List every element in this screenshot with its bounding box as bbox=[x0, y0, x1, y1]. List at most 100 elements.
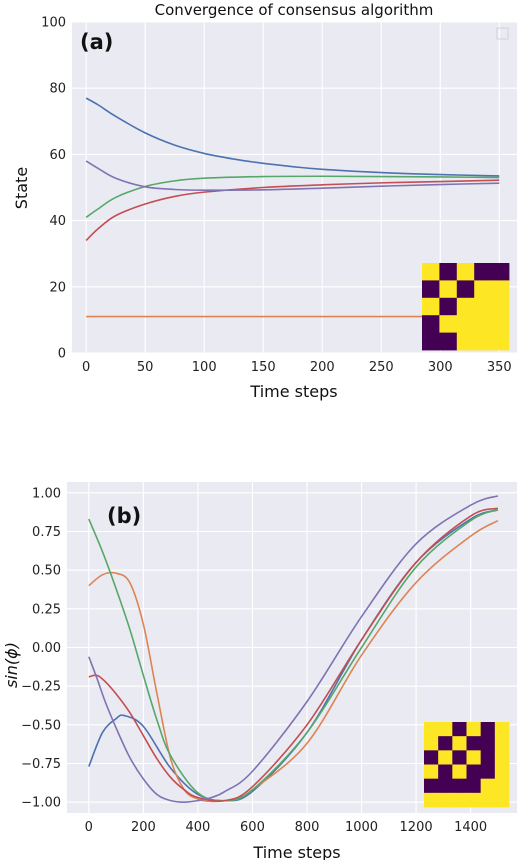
inset-cell bbox=[438, 736, 453, 751]
inset-cell bbox=[466, 736, 482, 751]
y-tick-label: 0.00 bbox=[32, 641, 61, 656]
inset-matrix-a bbox=[422, 263, 510, 351]
series-line-4 bbox=[85, 179, 500, 242]
inset-cell bbox=[452, 792, 467, 808]
inset-cell bbox=[480, 764, 496, 780]
inset-cell bbox=[480, 750, 496, 765]
x-tick-label: 350 bbox=[487, 360, 512, 375]
x-tick-label: 100 bbox=[192, 360, 217, 375]
inset-cell bbox=[439, 315, 458, 333]
inset-cell bbox=[424, 736, 439, 751]
inset-cell bbox=[480, 778, 496, 794]
panel-b: (b) 1.00 0.75 0.50 0.25 0.00 −0.25 −0.50 −0.75 −… bbox=[2, 482, 517, 860]
x-tick-label: 150 bbox=[251, 360, 276, 375]
panel-a: Convergence of consensus algorithm (a) 0… bbox=[12, 1, 517, 401]
x-tick-label: 0 bbox=[85, 820, 93, 835]
y-tick-label: 0.25 bbox=[32, 602, 61, 617]
y-tick-label: 100 bbox=[41, 16, 66, 31]
inset-cell bbox=[438, 750, 453, 765]
x-ticks-b: 0 200 400 600 800 1000 1200 1400 bbox=[85, 820, 488, 835]
y-tick-label: −1.00 bbox=[21, 796, 61, 811]
inset-cell bbox=[474, 297, 492, 316]
y-tick-label: −0.75 bbox=[21, 757, 61, 772]
x-axis-label-b: Time steps bbox=[252, 843, 340, 860]
inset-cell bbox=[422, 263, 440, 281]
x-tick-label: 1400 bbox=[454, 820, 487, 835]
inset-cell bbox=[491, 263, 510, 281]
inset-cell bbox=[424, 792, 439, 808]
x-tick-label: 200 bbox=[310, 360, 335, 375]
inset-cell bbox=[491, 297, 510, 316]
inset-cell bbox=[438, 722, 453, 737]
inset-cell bbox=[474, 315, 492, 333]
inset-cell bbox=[456, 263, 475, 281]
y-tick-label: 20 bbox=[49, 280, 66, 295]
series-line-5 bbox=[85, 160, 500, 191]
series-line-4 bbox=[88, 507, 499, 802]
inset-cell bbox=[422, 315, 440, 333]
inset-matrix-b bbox=[424, 722, 510, 808]
x-tick-label: 400 bbox=[185, 820, 210, 835]
panel-label-a: (a) bbox=[80, 30, 113, 54]
inset-cell bbox=[474, 280, 492, 299]
inset-cell bbox=[452, 736, 467, 751]
empty-legend-box bbox=[496, 27, 509, 40]
series-b bbox=[88, 495, 499, 803]
inset-cell bbox=[494, 764, 510, 780]
inset-cell bbox=[494, 792, 510, 808]
y-tick-label: 0 bbox=[58, 347, 66, 362]
inset-cell bbox=[466, 750, 482, 765]
inset-cell bbox=[456, 332, 475, 351]
inset-cell bbox=[491, 332, 510, 351]
y-tick-label: 0.75 bbox=[32, 525, 61, 540]
inset-cell bbox=[422, 297, 440, 316]
series-line-5 bbox=[88, 495, 499, 803]
y-tick-label: 40 bbox=[49, 214, 66, 229]
inset-cell bbox=[424, 722, 439, 737]
inset-cell bbox=[424, 764, 439, 780]
inset-cell bbox=[480, 736, 496, 751]
inset-cell bbox=[491, 280, 510, 299]
inset-cell bbox=[456, 280, 475, 299]
y-tick-label: 1.00 bbox=[32, 486, 61, 501]
y-tick-label: −0.25 bbox=[21, 680, 61, 695]
series-line-1 bbox=[85, 97, 500, 177]
chart-title-a: Convergence of consensus algorithm bbox=[155, 1, 434, 19]
inset-cell bbox=[452, 764, 467, 780]
inset-cell bbox=[494, 750, 510, 765]
inset-cell bbox=[452, 778, 467, 794]
inset-cell bbox=[439, 280, 458, 299]
series-line-3 bbox=[88, 509, 499, 802]
inset-cell bbox=[439, 332, 458, 351]
inset-cell bbox=[439, 297, 458, 316]
x-tick-label: 0 bbox=[82, 360, 90, 375]
x-tick-label: 1200 bbox=[400, 820, 433, 835]
inset-cell bbox=[422, 332, 440, 351]
inset-cell bbox=[456, 315, 475, 333]
inset-cell bbox=[474, 263, 492, 281]
inset-cell bbox=[456, 297, 475, 316]
y-tick-label: 80 bbox=[49, 82, 66, 97]
x-tick-label: 250 bbox=[369, 360, 394, 375]
x-tick-label: 1000 bbox=[345, 820, 378, 835]
x-tick-label: 600 bbox=[240, 820, 265, 835]
series-line-2 bbox=[88, 519, 499, 803]
y-tick-label: −0.50 bbox=[21, 718, 61, 733]
inset-cell bbox=[494, 778, 510, 794]
inset-cell bbox=[452, 722, 467, 737]
inset-cell bbox=[422, 280, 440, 299]
inset-cell bbox=[494, 722, 510, 737]
x-ticks-a: 0 50 100 150 200 250 300 350 bbox=[82, 360, 512, 375]
inset-cell bbox=[438, 764, 453, 780]
x-tick-label: 800 bbox=[295, 820, 320, 835]
panel-label-b: (b) bbox=[107, 504, 141, 528]
inset-cell bbox=[466, 764, 482, 780]
inset-cell bbox=[480, 722, 496, 737]
x-axis-label-a: Time steps bbox=[249, 382, 337, 401]
y-tick-label: 0.50 bbox=[32, 564, 61, 579]
inset-cell bbox=[452, 750, 467, 765]
inset-cell bbox=[491, 315, 510, 333]
inset-cell bbox=[494, 736, 510, 751]
inset-cell bbox=[439, 263, 458, 281]
